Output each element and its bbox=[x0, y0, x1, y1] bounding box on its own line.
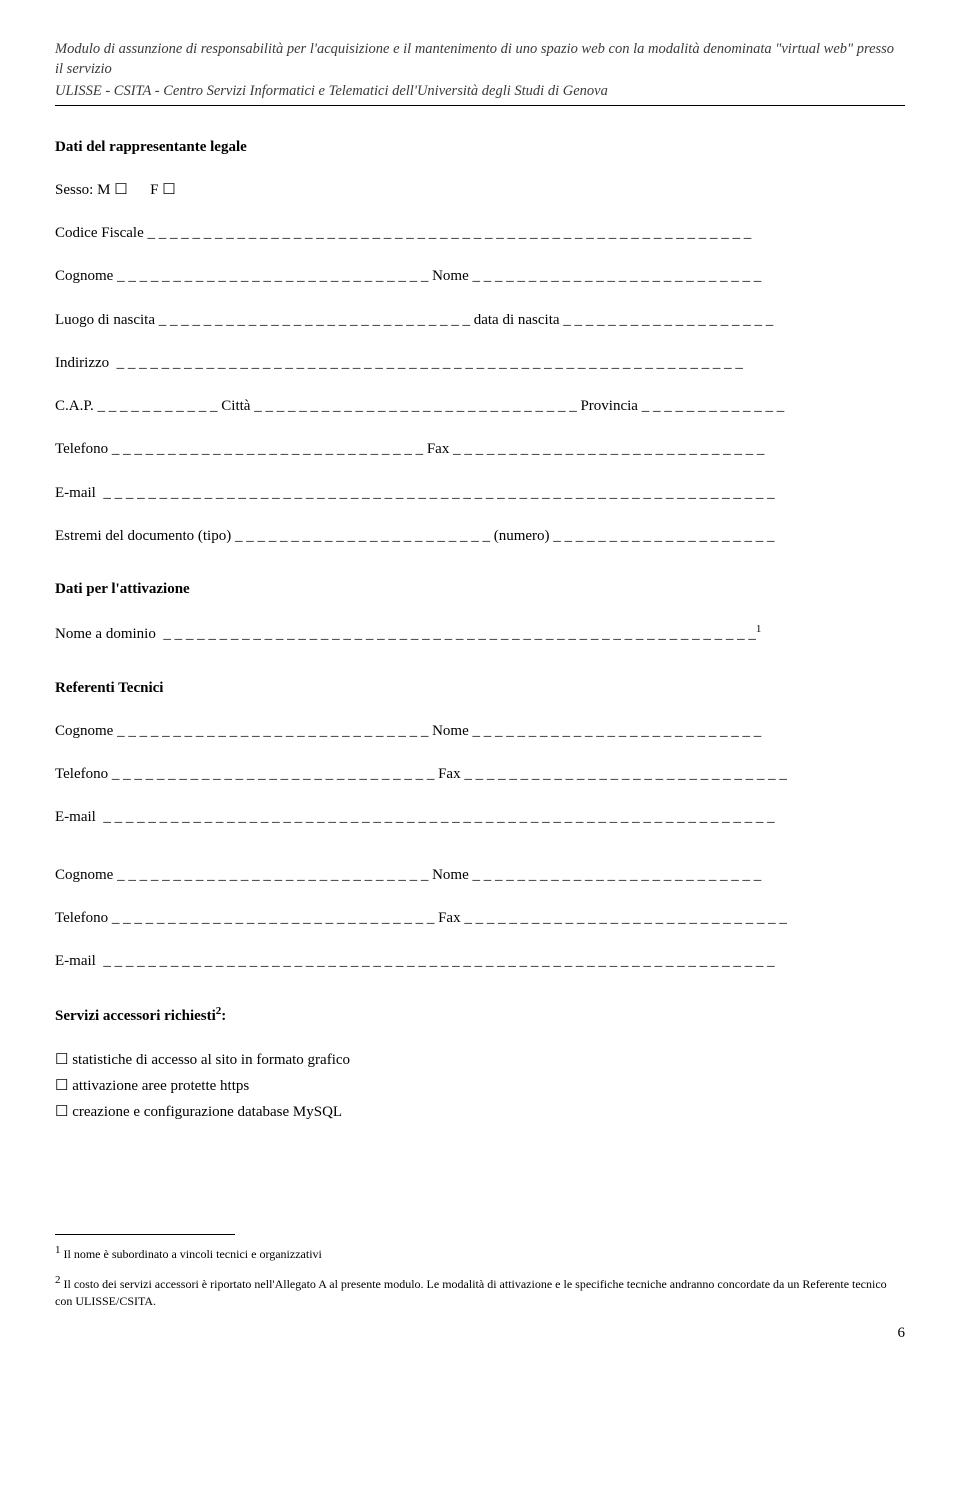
checkbox-sesso-f[interactable]: ☐ bbox=[162, 182, 175, 198]
footnote-2-text: Il costo dei servizi accessori è riporta… bbox=[55, 1277, 887, 1308]
row-nascita: Luogo di nascita _ _ _ _ _ _ _ _ _ _ _ _… bbox=[55, 309, 905, 332]
row-email: E-mail _ _ _ _ _ _ _ _ _ _ _ _ _ _ _ _ _… bbox=[55, 482, 905, 505]
label-sesso: Sesso: bbox=[55, 182, 93, 198]
footnote-1-text: Il nome è subordinato a vincoli tecnici … bbox=[64, 1247, 322, 1261]
label-email: E-mail bbox=[55, 485, 96, 501]
label-luogo-nascita: Luogo di nascita bbox=[55, 312, 155, 328]
row-telefono-fax: Telefono _ _ _ _ _ _ _ _ _ _ _ _ _ _ _ _… bbox=[55, 438, 905, 461]
footnote-separator bbox=[55, 1234, 235, 1235]
label-ref1-nome: Nome bbox=[432, 723, 469, 739]
blank-ref1-telefono[interactable]: _ _ _ _ _ _ _ _ _ _ _ _ _ _ _ _ _ _ _ _ … bbox=[112, 766, 435, 782]
row-ref1-tel-fax: Telefono _ _ _ _ _ _ _ _ _ _ _ _ _ _ _ _… bbox=[55, 763, 905, 786]
label-ref1-telefono: Telefono bbox=[55, 766, 108, 782]
label-cognome: Cognome bbox=[55, 268, 113, 284]
blank-fax[interactable]: _ _ _ _ _ _ _ _ _ _ _ _ _ _ _ _ _ _ _ _ … bbox=[453, 441, 764, 457]
label-citta: Città bbox=[221, 398, 250, 414]
section-referenti: Referenti Tecnici bbox=[55, 677, 905, 700]
label-sesso-f: F bbox=[150, 182, 158, 198]
label-codice-fiscale: Codice Fiscale bbox=[55, 225, 144, 241]
blank-ref2-fax[interactable]: _ _ _ _ _ _ _ _ _ _ _ _ _ _ _ _ _ _ _ _ … bbox=[464, 910, 787, 926]
label-ref1-email: E-mail bbox=[55, 809, 96, 825]
blank-codice-fiscale[interactable]: _ _ _ _ _ _ _ _ _ _ _ _ _ _ _ _ _ _ _ _ … bbox=[147, 225, 751, 241]
row-ref1-cognome-nome: Cognome _ _ _ _ _ _ _ _ _ _ _ _ _ _ _ _ … bbox=[55, 720, 905, 743]
servizio-item-1: ☐ attivazione aree protette https bbox=[55, 1075, 905, 1098]
footnote-1: 1 Il nome è subordinato a vincoli tecnic… bbox=[55, 1243, 905, 1263]
row-ref2-email: E-mail _ _ _ _ _ _ _ _ _ _ _ _ _ _ _ _ _… bbox=[55, 950, 905, 973]
blank-indirizzo[interactable]: _ _ _ _ _ _ _ _ _ _ _ _ _ _ _ _ _ _ _ _ … bbox=[117, 355, 743, 371]
label-cap: C.A.P. bbox=[55, 398, 94, 414]
servizio-label-1: attivazione aree protette https bbox=[72, 1078, 249, 1094]
blank-telefono[interactable]: _ _ _ _ _ _ _ _ _ _ _ _ _ _ _ _ _ _ _ _ … bbox=[112, 441, 423, 457]
blank-ref1-email[interactable]: _ _ _ _ _ _ _ _ _ _ _ _ _ _ _ _ _ _ _ _ … bbox=[103, 809, 774, 825]
blank-nome-dominio[interactable]: _ _ _ _ _ _ _ _ _ _ _ _ _ _ _ _ _ _ _ _ … bbox=[163, 626, 756, 642]
header-rule bbox=[55, 105, 905, 106]
row-cognome-nome: Cognome _ _ _ _ _ _ _ _ _ _ _ _ _ _ _ _ … bbox=[55, 265, 905, 288]
row-cap-citta-prov: C.A.P. _ _ _ _ _ _ _ _ _ _ _ Città _ _ _… bbox=[55, 395, 905, 418]
label-ref1-fax: Fax bbox=[438, 766, 461, 782]
label-nome: Nome bbox=[432, 268, 469, 284]
label-ref2-email: E-mail bbox=[55, 953, 96, 969]
section-servizi: Servizi accessori richiesti2: bbox=[55, 1003, 905, 1028]
footnote-ref-1: 1 bbox=[756, 623, 762, 635]
label-numero: (numero) bbox=[494, 528, 550, 544]
servizio-item-2: ☐ creazione e configurazione database My… bbox=[55, 1101, 905, 1124]
label-ref2-fax: Fax bbox=[438, 910, 461, 926]
row-ref2-tel-fax: Telefono _ _ _ _ _ _ _ _ _ _ _ _ _ _ _ _… bbox=[55, 907, 905, 930]
blank-ref1-fax[interactable]: _ _ _ _ _ _ _ _ _ _ _ _ _ _ _ _ _ _ _ _ … bbox=[464, 766, 787, 782]
row-codice-fiscale: Codice Fiscale _ _ _ _ _ _ _ _ _ _ _ _ _… bbox=[55, 222, 905, 245]
blank-ref2-email[interactable]: _ _ _ _ _ _ _ _ _ _ _ _ _ _ _ _ _ _ _ _ … bbox=[103, 953, 774, 969]
blank-data-nascita[interactable]: _ _ _ _ _ _ _ _ _ _ _ _ _ _ _ _ _ _ _ bbox=[563, 312, 773, 328]
checkbox-sesso-m[interactable]: ☐ bbox=[114, 182, 127, 198]
blank-ref2-telefono[interactable]: _ _ _ _ _ _ _ _ _ _ _ _ _ _ _ _ _ _ _ _ … bbox=[112, 910, 435, 926]
row-estremi-doc: Estremi del documento (tipo) _ _ _ _ _ _… bbox=[55, 525, 905, 548]
row-nome-dominio: Nome a dominio _ _ _ _ _ _ _ _ _ _ _ _ _… bbox=[55, 621, 905, 646]
footnote-2: 2 Il costo dei servizi accessori è ripor… bbox=[55, 1273, 905, 1310]
header-line1: Modulo di assunzione di responsabilità p… bbox=[55, 40, 905, 79]
checkbox-servizio-1[interactable]: ☐ bbox=[55, 1078, 68, 1094]
blank-provincia[interactable]: _ _ _ _ _ _ _ _ _ _ _ _ _ bbox=[642, 398, 785, 414]
row-ref1-email: E-mail _ _ _ _ _ _ _ _ _ _ _ _ _ _ _ _ _… bbox=[55, 806, 905, 829]
label-indirizzo: Indirizzo bbox=[55, 355, 109, 371]
servizi-title-colon: : bbox=[221, 1008, 226, 1024]
label-ref2-telefono: Telefono bbox=[55, 910, 108, 926]
section-rep-legale: Dati del rappresentante legale bbox=[55, 136, 905, 159]
servizio-label-0: statistiche di accesso al sito in format… bbox=[72, 1052, 350, 1068]
blank-ref1-nome[interactable]: _ _ _ _ _ _ _ _ _ _ _ _ _ _ _ _ _ _ _ _ … bbox=[473, 723, 762, 739]
label-estremi-doc: Estremi del documento (tipo) bbox=[55, 528, 231, 544]
header-line2: ULISSE - CSITA - Centro Servizi Informat… bbox=[55, 82, 905, 102]
blank-cognome[interactable]: _ _ _ _ _ _ _ _ _ _ _ _ _ _ _ _ _ _ _ _ … bbox=[117, 268, 428, 284]
section-attivazione: Dati per l'attivazione bbox=[55, 578, 905, 601]
row-indirizzo: Indirizzo _ _ _ _ _ _ _ _ _ _ _ _ _ _ _ … bbox=[55, 352, 905, 375]
blank-ref2-nome[interactable]: _ _ _ _ _ _ _ _ _ _ _ _ _ _ _ _ _ _ _ _ … bbox=[473, 867, 762, 883]
checkbox-servizio-0[interactable]: ☐ bbox=[55, 1052, 68, 1068]
servizio-label-2: creazione e configurazione database MySQ… bbox=[72, 1104, 342, 1120]
blank-ref1-cognome[interactable]: _ _ _ _ _ _ _ _ _ _ _ _ _ _ _ _ _ _ _ _ … bbox=[117, 723, 428, 739]
label-nome-dominio: Nome a dominio bbox=[55, 626, 156, 642]
servizi-title-text: Servizi accessori richiesti bbox=[55, 1008, 216, 1024]
blank-doc-numero[interactable]: _ _ _ _ _ _ _ _ _ _ _ _ _ _ _ _ _ _ _ _ bbox=[553, 528, 774, 544]
label-sesso-m: M bbox=[97, 182, 110, 198]
blank-cap[interactable]: _ _ _ _ _ _ _ _ _ _ _ bbox=[98, 398, 218, 414]
blank-email[interactable]: _ _ _ _ _ _ _ _ _ _ _ _ _ _ _ _ _ _ _ _ … bbox=[103, 485, 774, 501]
label-fax: Fax bbox=[427, 441, 450, 457]
label-ref1-cognome: Cognome bbox=[55, 723, 113, 739]
blank-citta[interactable]: _ _ _ _ _ _ _ _ _ _ _ _ _ _ _ _ _ _ _ _ … bbox=[254, 398, 577, 414]
blank-nome[interactable]: _ _ _ _ _ _ _ _ _ _ _ _ _ _ _ _ _ _ _ _ … bbox=[473, 268, 762, 284]
checkbox-servizio-2[interactable]: ☐ bbox=[55, 1104, 68, 1120]
label-ref2-nome: Nome bbox=[432, 867, 469, 883]
label-ref2-cognome: Cognome bbox=[55, 867, 113, 883]
blank-doc-tipo[interactable]: _ _ _ _ _ _ _ _ _ _ _ _ _ _ _ _ _ _ _ _ … bbox=[235, 528, 490, 544]
label-data-nascita: data di nascita bbox=[474, 312, 560, 328]
servizio-item-0: ☐ statistiche di accesso al sito in form… bbox=[55, 1049, 905, 1072]
page-number: 6 bbox=[55, 1322, 905, 1345]
label-provincia: Provincia bbox=[580, 398, 638, 414]
label-telefono: Telefono bbox=[55, 441, 108, 457]
blank-ref2-cognome[interactable]: _ _ _ _ _ _ _ _ _ _ _ _ _ _ _ _ _ _ _ _ … bbox=[117, 867, 428, 883]
row-ref2-cognome-nome: Cognome _ _ _ _ _ _ _ _ _ _ _ _ _ _ _ _ … bbox=[55, 864, 905, 887]
blank-luogo-nascita[interactable]: _ _ _ _ _ _ _ _ _ _ _ _ _ _ _ _ _ _ _ _ … bbox=[159, 312, 470, 328]
row-sesso: Sesso: M ☐ F ☐ bbox=[55, 179, 905, 202]
